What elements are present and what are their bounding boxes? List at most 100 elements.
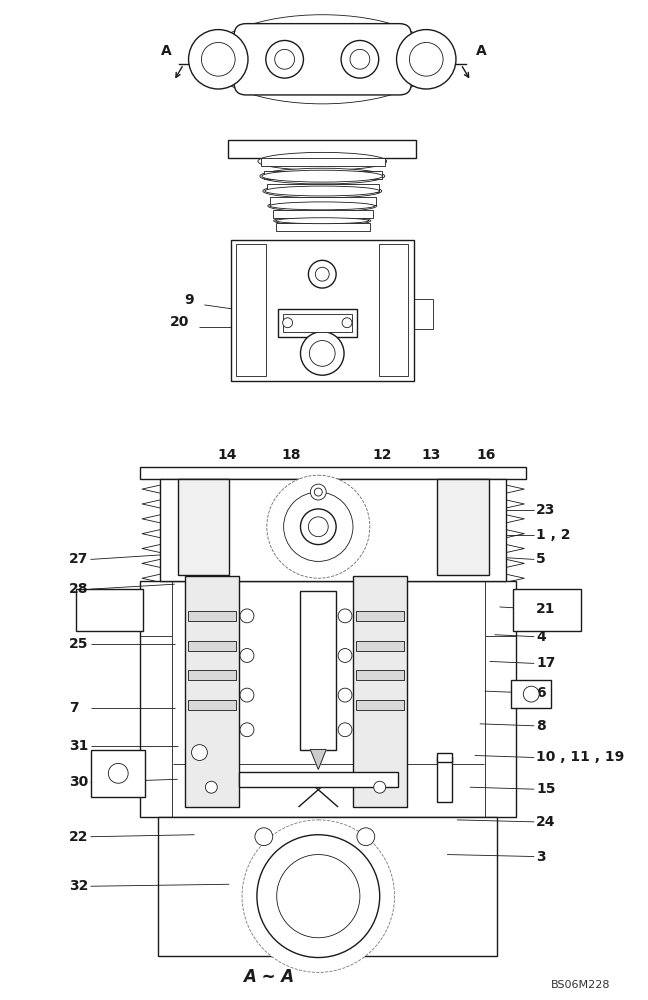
- Bar: [278, 309, 357, 337]
- Ellipse shape: [263, 184, 382, 198]
- Bar: [235, 299, 260, 329]
- Bar: [301, 591, 336, 750]
- Circle shape: [267, 475, 370, 578]
- Circle shape: [316, 267, 329, 281]
- Bar: [187, 641, 236, 651]
- Ellipse shape: [273, 216, 371, 226]
- Circle shape: [309, 341, 335, 366]
- Bar: [356, 700, 404, 710]
- Text: 30: 30: [69, 775, 88, 789]
- Text: 28: 28: [69, 582, 88, 596]
- Circle shape: [284, 492, 353, 561]
- Bar: [178, 479, 229, 575]
- Bar: [261, 158, 385, 166]
- Text: 9: 9: [185, 293, 194, 307]
- Bar: [270, 197, 376, 205]
- Bar: [356, 670, 404, 680]
- Circle shape: [308, 260, 336, 288]
- Text: 25: 25: [69, 637, 88, 651]
- Text: 32: 32: [69, 879, 88, 893]
- Text: A: A: [161, 44, 172, 58]
- Circle shape: [338, 688, 352, 702]
- Circle shape: [189, 30, 248, 89]
- Text: BS06M228: BS06M228: [551, 980, 610, 990]
- Bar: [187, 700, 236, 710]
- Bar: [185, 576, 239, 807]
- Circle shape: [240, 609, 254, 623]
- Bar: [264, 171, 382, 179]
- Text: 16: 16: [477, 448, 496, 462]
- Bar: [140, 467, 526, 479]
- Bar: [378, 244, 408, 376]
- Circle shape: [342, 318, 352, 328]
- Text: 4: 4: [536, 630, 546, 644]
- Ellipse shape: [265, 186, 380, 196]
- Circle shape: [308, 517, 328, 537]
- Bar: [356, 611, 404, 621]
- Text: 5: 5: [536, 552, 546, 566]
- Bar: [228, 140, 417, 158]
- Circle shape: [524, 686, 539, 702]
- Text: 22: 22: [69, 830, 88, 844]
- Circle shape: [240, 649, 254, 662]
- Bar: [275, 223, 370, 231]
- Bar: [160, 479, 507, 581]
- Bar: [273, 210, 373, 218]
- Ellipse shape: [268, 200, 376, 212]
- Text: 15: 15: [536, 782, 556, 796]
- Text: 1 , 2: 1 , 2: [536, 528, 571, 542]
- Circle shape: [242, 820, 395, 972]
- Bar: [437, 753, 452, 762]
- Bar: [239, 772, 397, 787]
- Text: 24: 24: [536, 815, 556, 829]
- Circle shape: [301, 332, 344, 375]
- Bar: [356, 641, 404, 651]
- Circle shape: [341, 40, 378, 78]
- Circle shape: [338, 609, 352, 623]
- Text: 18: 18: [282, 448, 301, 462]
- Bar: [187, 670, 236, 680]
- Text: 7: 7: [69, 701, 78, 715]
- Text: 6: 6: [536, 686, 546, 700]
- Bar: [511, 680, 551, 708]
- Bar: [231, 240, 414, 381]
- Text: 8: 8: [536, 719, 546, 733]
- Text: 23: 23: [536, 503, 555, 517]
- Bar: [158, 817, 496, 956]
- Bar: [91, 750, 145, 797]
- Circle shape: [314, 488, 322, 496]
- Circle shape: [205, 781, 217, 793]
- Text: A: A: [476, 44, 487, 58]
- Text: 12: 12: [373, 448, 392, 462]
- Text: 27: 27: [69, 552, 88, 566]
- FancyBboxPatch shape: [234, 24, 411, 95]
- Circle shape: [240, 688, 254, 702]
- Bar: [513, 589, 581, 631]
- Ellipse shape: [258, 152, 387, 170]
- Bar: [187, 611, 236, 621]
- Bar: [267, 184, 378, 192]
- Ellipse shape: [262, 170, 383, 182]
- Circle shape: [374, 781, 386, 793]
- Circle shape: [266, 40, 303, 78]
- Ellipse shape: [270, 202, 375, 210]
- Text: 21: 21: [536, 602, 556, 616]
- Circle shape: [357, 828, 375, 846]
- Circle shape: [275, 49, 295, 69]
- Text: 14: 14: [217, 448, 237, 462]
- Circle shape: [192, 745, 207, 760]
- Bar: [437, 479, 489, 575]
- Circle shape: [257, 835, 380, 958]
- Ellipse shape: [260, 168, 385, 184]
- Bar: [140, 581, 516, 817]
- Bar: [408, 299, 433, 329]
- Circle shape: [202, 42, 235, 76]
- Text: A ~ A: A ~ A: [243, 968, 294, 986]
- Circle shape: [350, 49, 370, 69]
- Bar: [353, 576, 408, 807]
- Bar: [283, 314, 352, 332]
- Text: 31: 31: [69, 739, 88, 753]
- Text: 10 , 11 , 19: 10 , 11 , 19: [536, 750, 625, 764]
- Circle shape: [240, 723, 254, 737]
- Circle shape: [108, 763, 128, 783]
